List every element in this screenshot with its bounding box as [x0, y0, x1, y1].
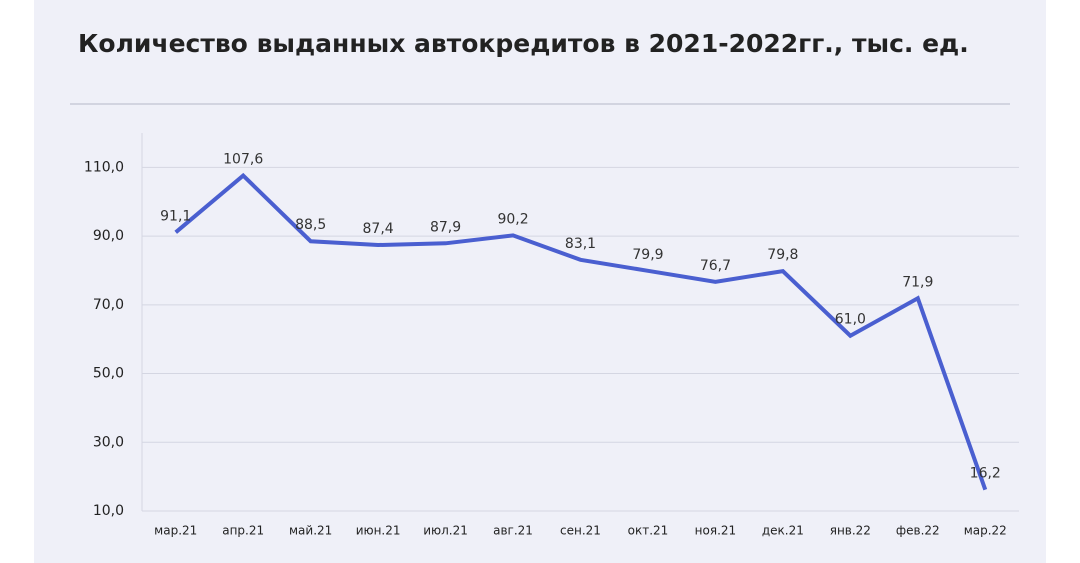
x-tick-label: мар.21	[154, 524, 197, 538]
x-tick-label: апр.21	[222, 524, 264, 538]
chart-title: Количество выданных автокредитов в 2021-…	[78, 29, 969, 58]
x-tick-label: окт.21	[628, 524, 669, 538]
x-tick-label: авг.21	[493, 524, 533, 538]
value-label: 79,8	[767, 247, 798, 263]
y-tick-label: 10,0	[93, 503, 124, 519]
value-label: 76,7	[700, 258, 731, 274]
x-tick-label: июн.21	[356, 524, 401, 538]
y-tick-label: 70,0	[93, 297, 124, 313]
y-tick-label: 110,0	[84, 159, 124, 175]
value-label: 83,1	[565, 236, 596, 252]
value-label: 16,2	[970, 466, 1001, 482]
x-tick-label: сен.21	[560, 524, 601, 538]
x-tick-label: май.21	[289, 524, 332, 538]
value-label: 61,0	[835, 312, 866, 328]
x-tick-label: мар.22	[964, 524, 1007, 538]
value-label: 88,5	[295, 217, 326, 233]
value-label: 107,6	[223, 152, 263, 168]
value-label: 91,1	[160, 208, 191, 224]
x-tick-label: дек.21	[762, 524, 804, 538]
y-tick-label: 30,0	[93, 434, 124, 450]
value-label: 71,9	[902, 274, 933, 290]
x-tick-label: янв.22	[830, 524, 871, 538]
value-label: 87,4	[363, 221, 394, 237]
y-tick-label: 50,0	[93, 366, 124, 382]
value-label: 90,2	[497, 211, 528, 227]
panel	[34, 0, 1046, 563]
value-label: 79,9	[632, 247, 663, 263]
x-tick-label: июл.21	[423, 524, 468, 538]
x-tick-label: ноя.21	[695, 524, 737, 538]
y-tick-label: 90,0	[93, 228, 124, 244]
line	[174, 172, 988, 491]
x-tick-label: фев.22	[896, 524, 940, 538]
value-label: 87,9	[430, 219, 461, 235]
